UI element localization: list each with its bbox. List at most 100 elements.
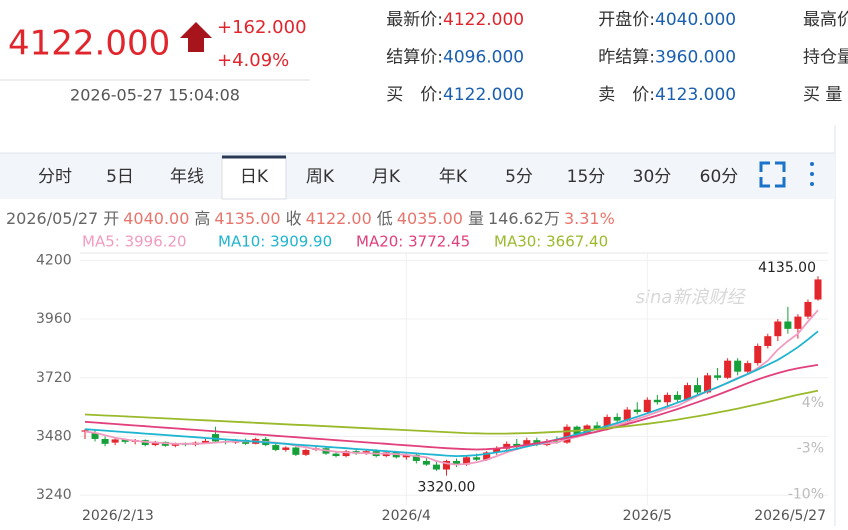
tab[interactable]: 30分	[633, 167, 672, 187]
candle-body	[513, 443, 521, 447]
tab[interactable]: 月K	[372, 167, 401, 187]
candle-body	[804, 301, 812, 317]
tab[interactable]: 周K	[306, 167, 335, 187]
tab[interactable]: 年K	[439, 167, 468, 187]
ma-legend: MA5: 3996.20 MA10: 3909.90 MA20: 3772.45 MA…	[82, 233, 608, 251]
ma-line	[84, 330, 819, 458]
tab[interactable]: 分时	[38, 167, 72, 187]
info-label: 低	[377, 209, 393, 228]
more-icon[interactable]	[810, 162, 814, 186]
change: +162.000	[217, 17, 307, 38]
candle-body	[91, 432, 99, 439]
quote-label: 结算价:	[386, 48, 443, 68]
tab[interactable]: 5日	[106, 167, 134, 187]
quote-label: 最新价:	[386, 10, 443, 30]
candle-body	[493, 448, 501, 453]
x-tick-label: 2026/2/13	[82, 508, 154, 524]
ma-line	[84, 309, 819, 466]
quote-value: 4122.000	[443, 10, 524, 30]
candle-body	[453, 460, 461, 465]
y-tick-label: 3240	[36, 487, 72, 503]
candle-body	[613, 416, 621, 421]
y-tick-label: 3720	[36, 370, 72, 386]
quote-value: 4122.000	[443, 85, 524, 105]
quote-value: 4096.000	[443, 48, 524, 68]
ohlc-info: 2026/05/27 开 4040.00 高 4135.00 收 4122.00 低 4035.…	[6, 209, 615, 228]
candle-body	[332, 453, 340, 457]
candle-body	[643, 399, 651, 413]
quote-label: 卖 价:	[598, 85, 655, 105]
y-tick-label: 3960	[36, 311, 72, 327]
extreme-label: 3320.00	[418, 480, 476, 496]
candle-body	[593, 425, 601, 430]
up-arrow	[180, 22, 212, 52]
candle-body	[483, 452, 491, 460]
x-tick-label: 2026/5/27	[754, 508, 826, 524]
legend-entry: MA30: 3667.40	[494, 233, 608, 251]
tab[interactable]: 5分	[505, 167, 533, 187]
watermark: sina新浪财经	[636, 287, 747, 308]
candle-body	[714, 375, 722, 378]
quote-label: 最高价	[803, 10, 848, 30]
tab[interactable]: 日K	[240, 167, 269, 187]
candle-body	[302, 449, 310, 455]
info-value: 4122.00	[306, 209, 372, 228]
candle-body	[101, 438, 109, 444]
quote-value: 4123.000	[655, 85, 736, 105]
info-value: 4135.00	[214, 209, 280, 228]
candle-body	[754, 345, 762, 364]
ma-line	[84, 364, 819, 451]
quote-label: 开盘价:	[598, 10, 655, 30]
candle-body	[814, 279, 822, 300]
legend-entry: MA10: 3909.90	[218, 233, 332, 251]
candle-body	[342, 451, 350, 457]
candle-body	[121, 439, 129, 442]
candle-body	[633, 409, 641, 413]
extreme-label: 4135.00	[758, 260, 816, 276]
tab[interactable]: 60分	[700, 167, 739, 187]
candle-body	[422, 460, 430, 465]
candle-body	[402, 454, 410, 458]
quote-label: 买 量	[803, 85, 842, 105]
candle-body	[432, 464, 440, 470]
tab[interactable]: 15分	[567, 167, 606, 187]
info-label: 2026/05/27	[6, 209, 98, 228]
info-label: 开	[103, 209, 119, 228]
candle-body	[663, 394, 671, 403]
candle-body	[673, 394, 681, 400]
candle-body	[412, 454, 420, 461]
tab-selected	[221, 156, 287, 200]
ma-line	[84, 389, 819, 435]
fullscreen-icon[interactable]	[759, 161, 786, 188]
candle-body	[603, 416, 611, 430]
candle-body	[473, 457, 481, 460]
candle-body	[463, 457, 471, 465]
candle-body	[774, 321, 782, 337]
candle-body	[764, 336, 772, 346]
tab[interactable]: 年线	[170, 167, 204, 187]
legend-entry: MA5: 3996.20	[82, 233, 187, 251]
candle-body	[171, 443, 179, 446]
candle-body	[683, 385, 691, 400]
candle-body	[282, 447, 290, 450]
candle-body	[503, 443, 511, 449]
candle-body	[693, 385, 702, 393]
x-tick-label: 2026/4	[382, 508, 431, 524]
candle-body	[111, 439, 119, 443]
info-value: 146.62万	[488, 209, 560, 228]
y2-tick-label: -10%	[788, 487, 824, 503]
tabs: 分时 5日 年线 日K 周K 月K 年K 5分 15分 30分 60分	[38, 155, 739, 200]
candle-body	[794, 316, 802, 329]
legend-entry: MA20: 3772.45	[356, 233, 470, 251]
info-label: 量	[468, 209, 484, 228]
y-tick-label: 4200	[36, 252, 72, 268]
candle-body	[81, 430, 89, 432]
info-value: 4040.00	[123, 209, 189, 228]
candle-body	[201, 440, 210, 443]
y2-tick-label: -3%	[797, 441, 824, 457]
info-value: 4035.00	[397, 209, 463, 228]
info-label: 收	[286, 209, 302, 228]
